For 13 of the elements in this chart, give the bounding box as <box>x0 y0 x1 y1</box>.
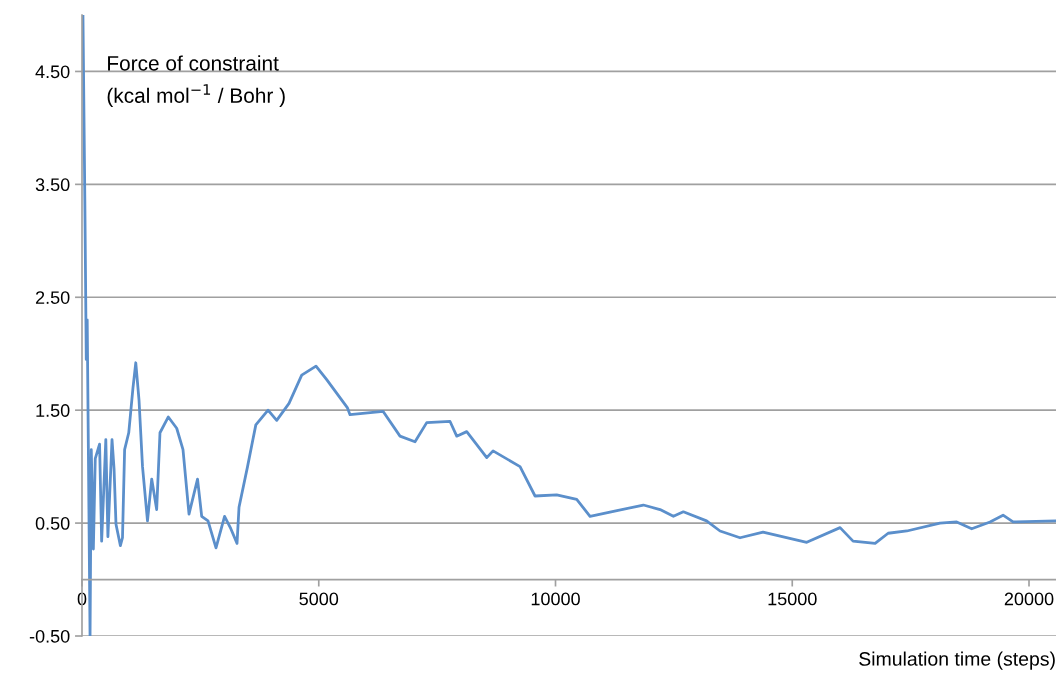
y-tick-label: -0.50 <box>29 629 70 643</box>
y-tick-label: 4.50 <box>35 65 70 79</box>
y-tick-label: 2.50 <box>35 291 70 304</box>
x-tick-label: 5000 <box>299 592 339 606</box>
x-tick-label: 15000 <box>768 592 817 606</box>
y-axis-title: Force of constraint (kcal mol$^{−1}$ / Bohr ) <box>107 55 285 108</box>
x-tick-label: 0 <box>77 592 87 606</box>
x-tick-label: 20000 <box>1004 592 1054 606</box>
x-tick-label: 10000 <box>531 592 580 606</box>
y-tick-label: 0.50 <box>35 517 70 530</box>
y-tick-label: 3.50 <box>35 178 70 192</box>
x-axis-title: Simulation time (steps) <box>859 651 1055 670</box>
y-tick-label: 1.50 <box>36 404 70 417</box>
